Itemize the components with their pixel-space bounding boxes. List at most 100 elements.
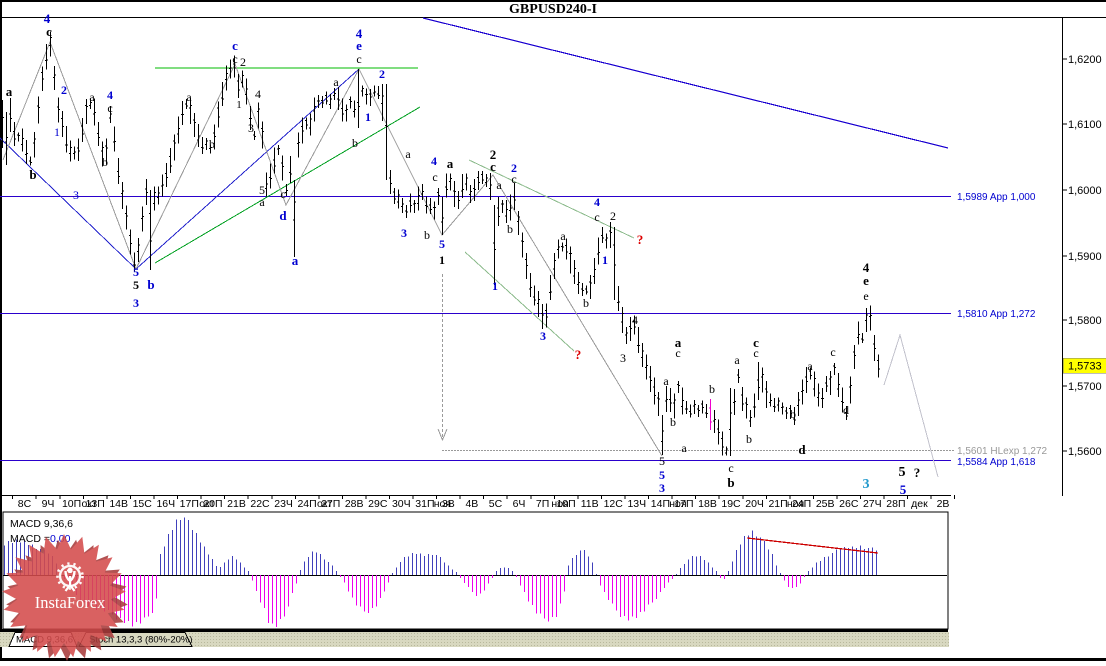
- svg-text:14П: 14П: [651, 498, 670, 510]
- svg-text:18В: 18В: [698, 498, 717, 510]
- svg-text:b: b: [746, 432, 752, 446]
- svg-text:3: 3: [620, 351, 626, 365]
- svg-text:4: 4: [107, 88, 113, 102]
- svg-text:24П: 24П: [792, 498, 811, 510]
- svg-text:20П: 20П: [203, 498, 222, 510]
- svg-text:16Ч: 16Ч: [156, 498, 175, 510]
- svg-text:e: e: [863, 273, 869, 288]
- svg-text:a: a: [405, 147, 411, 161]
- svg-text:1: 1: [602, 253, 608, 267]
- svg-text:окт: окт: [82, 498, 98, 510]
- svg-text:b: b: [102, 155, 108, 169]
- svg-text:3: 3: [540, 329, 546, 343]
- svg-text:a: a: [89, 90, 95, 104]
- svg-text:21В: 21В: [227, 498, 246, 510]
- svg-text:a: a: [259, 195, 265, 209]
- svg-text:1: 1: [365, 110, 371, 124]
- svg-text:b: b: [424, 228, 430, 242]
- svg-text:4: 4: [863, 260, 870, 275]
- svg-text:4: 4: [632, 313, 638, 327]
- svg-text:25В: 25В: [816, 498, 835, 510]
- svg-text:d: d: [279, 208, 287, 223]
- svg-text:a: a: [663, 374, 669, 388]
- svg-text:3: 3: [248, 121, 254, 135]
- svg-text:11В: 11В: [581, 498, 599, 510]
- svg-text:26С: 26С: [839, 498, 859, 510]
- svg-text:b: b: [727, 475, 734, 490]
- svg-text:1,5800: 1,5800: [1068, 315, 1102, 327]
- svg-text:9Ч: 9Ч: [42, 498, 55, 510]
- svg-text:10П: 10П: [62, 498, 81, 510]
- svg-text:27Ч: 27Ч: [863, 498, 882, 510]
- svg-text:c: c: [432, 170, 437, 184]
- svg-text:20Ч: 20Ч: [745, 498, 764, 510]
- svg-text:4: 4: [255, 87, 261, 101]
- svg-text:b: b: [790, 407, 796, 421]
- svg-text:b: b: [709, 382, 715, 396]
- svg-text:1,5900: 1,5900: [1068, 251, 1102, 263]
- svg-text:a: a: [186, 90, 192, 104]
- svg-text:12С: 12С: [604, 498, 624, 510]
- svg-text:3: 3: [401, 226, 407, 240]
- svg-text:3: 3: [863, 477, 870, 492]
- svg-text:a: a: [333, 75, 339, 89]
- svg-text:a: a: [6, 84, 13, 99]
- svg-text:2: 2: [610, 209, 616, 223]
- svg-text:c: c: [753, 335, 759, 350]
- svg-text:29С: 29С: [368, 498, 388, 510]
- svg-text:1,5600: 1,5600: [1068, 446, 1102, 458]
- svg-text:?: ?: [575, 347, 582, 362]
- svg-text:31П: 31П: [415, 498, 434, 510]
- svg-text:5: 5: [659, 468, 665, 482]
- svg-text:1,5601 HLexp 1,272: 1,5601 HLexp 1,272: [957, 446, 1048, 457]
- svg-text:1,5700: 1,5700: [1068, 381, 1102, 393]
- svg-text:8С: 8С: [18, 498, 32, 510]
- svg-text:ноя: ноя: [669, 498, 686, 510]
- svg-text:b: b: [352, 136, 358, 150]
- svg-text:28П: 28П: [886, 498, 905, 510]
- svg-text:2: 2: [490, 147, 497, 162]
- svg-text:2: 2: [511, 161, 517, 175]
- svg-text:b: b: [147, 277, 154, 292]
- svg-text:3: 3: [659, 481, 665, 495]
- svg-text:c: c: [46, 24, 52, 39]
- svg-text:окт: окт: [317, 498, 333, 510]
- svg-text:c: c: [594, 210, 599, 224]
- svg-text:b: b: [209, 137, 215, 151]
- svg-text:d: d: [843, 403, 849, 417]
- svg-text:3В: 3В: [442, 498, 455, 510]
- svg-text:b: b: [507, 222, 513, 236]
- svg-text:5: 5: [259, 183, 265, 197]
- svg-text:1,5584 App 1,618: 1,5584 App 1,618: [957, 457, 1036, 468]
- svg-text:14В: 14В: [109, 498, 128, 510]
- svg-text:1: 1: [54, 125, 60, 139]
- svg-text:a: a: [560, 229, 566, 243]
- svg-text:c: c: [232, 52, 237, 66]
- svg-text:GBPUSD240-I: GBPUSD240-I: [509, 2, 597, 17]
- svg-text:a: a: [675, 335, 682, 350]
- svg-text:c: c: [356, 52, 361, 66]
- svg-text:3: 3: [73, 188, 79, 202]
- svg-text:2В: 2В: [937, 498, 950, 510]
- svg-text:2: 2: [379, 67, 385, 81]
- svg-text:c: c: [511, 172, 516, 186]
- svg-text:7П: 7П: [536, 498, 549, 510]
- svg-text:4: 4: [594, 195, 600, 209]
- svg-text:15С: 15С: [133, 498, 153, 510]
- svg-text:ноя: ноя: [551, 498, 568, 510]
- svg-text:d: d: [798, 442, 806, 457]
- svg-text:?: ?: [637, 232, 644, 247]
- svg-text:1,6100: 1,6100: [1068, 119, 1102, 131]
- svg-text:1,5733: 1,5733: [1068, 361, 1102, 373]
- svg-text:InstaForex: InstaForex: [35, 593, 106, 612]
- svg-text:4В: 4В: [465, 498, 478, 510]
- svg-text:4: 4: [431, 154, 437, 168]
- svg-text:окт: окт: [199, 498, 215, 510]
- svg-text:MACD 9,36,6: MACD 9,36,6: [10, 518, 73, 530]
- svg-text:c: c: [753, 346, 758, 360]
- svg-text:22С: 22С: [250, 498, 270, 510]
- svg-text:17П: 17П: [180, 498, 199, 510]
- svg-text:17П: 17П: [674, 498, 693, 510]
- svg-text:6Ч: 6Ч: [513, 498, 526, 510]
- svg-text:?: ?: [914, 465, 921, 480]
